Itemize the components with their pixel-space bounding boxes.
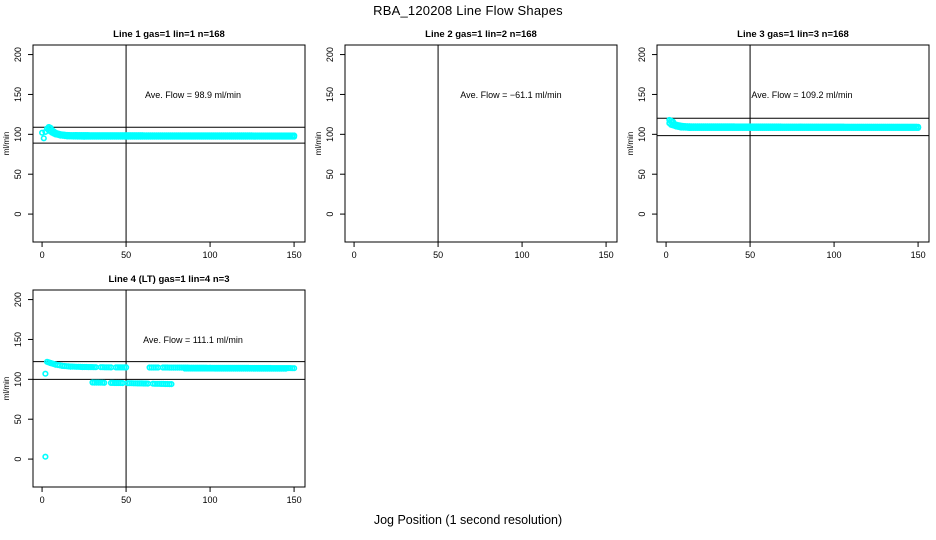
y-tick-label: 100 — [13, 372, 23, 387]
y-tick-label: 150 — [637, 87, 647, 102]
panel-line-3-plot: 0 50 100 150 0 50 100 150 200 Line 3 gas=1 lin=3 … — [626, 29, 930, 260]
data-point — [101, 379, 108, 386]
x-tick-label: 50 — [121, 495, 131, 505]
y-tick-label: 200 — [13, 292, 23, 307]
y-tick-label: 150 — [13, 332, 23, 347]
y-tick-label: 0 — [13, 212, 23, 217]
x-tick-label: 150 — [287, 250, 302, 260]
data-point — [666, 116, 673, 124]
y-tick-label: 100 — [637, 127, 647, 142]
panel-line-4-plot: 0 50 100 150 0 50 100 150 200 Line 4 (LT) gas=1 l… — [2, 274, 306, 505]
x-tick-label: 50 — [121, 250, 131, 260]
data-point — [291, 365, 298, 372]
x-tick-label: 0 — [40, 495, 45, 505]
ave-flow-annotation: Ave. Flow = 98.9 ml/min — [145, 90, 241, 100]
y-tick-label: 150 — [325, 87, 335, 102]
data-point — [42, 453, 49, 460]
y-tick-label: 150 — [13, 87, 23, 102]
x-tick-label: 100 — [203, 250, 218, 260]
y-tick-label: 100 — [13, 127, 23, 142]
axis-box — [344, 44, 618, 243]
data-point — [42, 370, 49, 377]
y-axis-label: ml/min — [314, 132, 323, 156]
x-tick-label: 50 — [433, 250, 443, 260]
x-tick-label: 0 — [40, 250, 45, 260]
y-tick-label: 100 — [325, 127, 335, 142]
y-tick-label: 50 — [13, 414, 23, 424]
y-axis-label: ml/min — [2, 132, 11, 156]
y-tick-label: 200 — [13, 47, 23, 62]
ave-flow-annotation: Ave. Flow = −61.1 ml/min — [460, 90, 561, 100]
panel-line-1-plot: 0 50 100 150 0 50 100 150 200 Line 1 gas=1 lin=1 … — [2, 29, 306, 260]
data-point — [122, 364, 130, 371]
panel-title: Line 4 (LT) gas=1 lin=4 n=3 — [109, 274, 230, 285]
y-tick-label: 0 — [325, 212, 335, 217]
data-point — [915, 124, 922, 131]
y-axis-label: ml/min — [626, 132, 635, 156]
x-tick-label: 100 — [827, 250, 842, 260]
panel-line-2-plot: 0 50 100 150 0 50 100 150 200 Line 2 gas=1 lin=2 … — [314, 29, 618, 260]
panel-line-2: 0 50 100 150 0 50 100 150 200 Line 2 gas=1 lin=2 … — [312, 16, 624, 268]
x-tick-label: 100 — [515, 250, 530, 260]
y-tick-label: 0 — [13, 457, 23, 462]
x-tick-label: 150 — [599, 250, 614, 260]
x-tick-label: 0 — [664, 250, 669, 260]
data-point — [282, 365, 289, 372]
y-tick-label: 50 — [637, 169, 647, 179]
chart-title: RBA_120208 Line Flow Shapes — [373, 3, 563, 18]
data-point — [291, 132, 298, 139]
y-tick-label: 200 — [637, 47, 647, 62]
x-axis-label: Jog Position (1 second resolution) — [373, 513, 563, 527]
x-tick-label: 0 — [352, 250, 357, 260]
ave-flow-annotation: Ave. Flow = 109.2 ml/min — [751, 90, 852, 100]
x-tick-label: 50 — [745, 250, 755, 260]
x-tick-label: 100 — [203, 495, 218, 505]
y-axis-label: ml/min — [2, 377, 11, 401]
panel-title: Line 2 gas=1 lin=2 n=168 — [425, 29, 537, 40]
y-tick-label: 0 — [637, 212, 647, 217]
y-tick-label: 50 — [325, 169, 335, 179]
axis-box — [656, 44, 930, 243]
panel-title: Line 1 gas=1 lin=1 n=168 — [113, 29, 225, 40]
data-point — [168, 380, 175, 388]
y-tick-label: 50 — [13, 169, 23, 179]
ave-flow-annotation: Ave. Flow = 111.1 ml/min — [143, 335, 243, 345]
y-tick-label: 200 — [325, 47, 335, 62]
panel-line-1: 0 50 100 150 0 50 100 150 200 Line 1 gas=1 lin=1 … — [0, 16, 312, 268]
data-point — [40, 135, 47, 142]
x-tick-label: 150 — [911, 250, 926, 260]
panel-line-4: 0 50 100 150 0 50 100 150 200 Line 4 (LT) gas=1 l… — [0, 261, 312, 513]
panel-title: Line 3 gas=1 lin=3 n=168 — [737, 29, 849, 40]
data-point — [152, 364, 159, 371]
x-tick-label: 150 — [287, 495, 302, 505]
panel-line-3: 0 50 100 150 0 50 100 150 200 Line 3 gas=1 lin=3 … — [624, 16, 936, 268]
data-point — [38, 129, 46, 136]
axis-box — [32, 289, 306, 488]
